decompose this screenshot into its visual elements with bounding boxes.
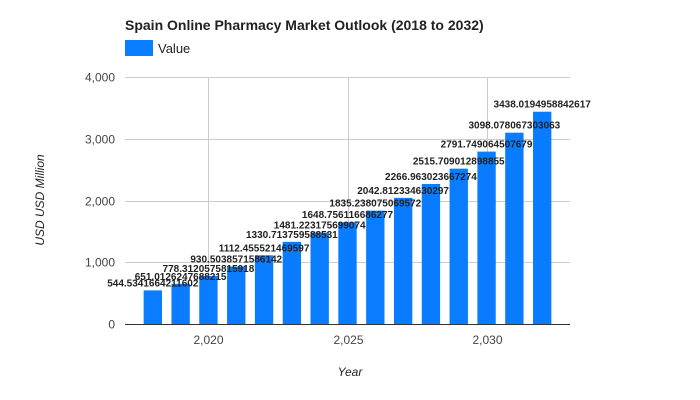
bar-value-label: 651.0126247688215 xyxy=(135,272,227,283)
y-tick-label: 1,000 xyxy=(85,256,115,270)
bar-value-label: 2266.963023667274 xyxy=(385,172,477,183)
bar xyxy=(477,151,496,324)
bar xyxy=(449,168,468,324)
bar-value-label: 1481.223175699074 xyxy=(274,221,366,232)
bar-value-label: 3098.078067303063 xyxy=(468,121,560,132)
bar-value-label: 1648.756116686277 xyxy=(302,210,394,221)
bar-value-label: 778.3120575815918 xyxy=(163,264,255,275)
legend-label-value: Value xyxy=(158,41,190,56)
bar xyxy=(282,241,302,324)
bar-value-label: 1112.455521469597 xyxy=(219,243,310,254)
x-tick-label: 2,030 xyxy=(472,333,502,347)
chart-title: Spain Online Pharmacy Market Outlook (20… xyxy=(125,17,484,33)
bar-value-label: 3438.0194958842617 xyxy=(494,100,592,111)
bars xyxy=(143,111,552,324)
bar xyxy=(505,132,524,324)
y-axis-title: USD USD Million xyxy=(33,154,47,246)
axis-ticks: 0 1,000 2,000 3,000 4,000 2,020 2,025 2,030 xyxy=(85,71,503,348)
bar xyxy=(199,275,218,324)
y-tick-label: 3,000 xyxy=(85,133,115,147)
bar xyxy=(366,210,385,324)
legend-swatch-value xyxy=(125,40,153,56)
y-tick-label: 2,000 xyxy=(85,195,115,209)
bar-value-label: 2042.812334630297 xyxy=(357,186,449,197)
bar xyxy=(393,197,413,324)
y-tick-label: 0 xyxy=(108,318,115,332)
bar xyxy=(338,222,357,324)
gridlines xyxy=(125,77,570,325)
bar xyxy=(171,283,190,324)
y-tick-label: 4,000 xyxy=(85,71,115,85)
bar xyxy=(533,111,552,324)
data-labels: 544.5341664211602651.0126247688215778.31… xyxy=(107,100,591,290)
bar xyxy=(421,184,441,324)
bar xyxy=(143,290,162,324)
x-axis-title: Year xyxy=(338,365,364,379)
bar-value-label: 544.5341664211602 xyxy=(107,278,199,289)
bar xyxy=(227,266,246,324)
bar-value-label: 1330.713759588531 xyxy=(246,230,338,241)
bar xyxy=(254,255,274,324)
bar-value-label: 2515.709012898855 xyxy=(413,157,505,168)
bar-value-label: 930.5038571586142 xyxy=(190,255,282,266)
bar-value-label: 2791.749064507679 xyxy=(441,140,533,151)
x-tick-label: 2,025 xyxy=(333,333,363,347)
bar xyxy=(310,232,329,324)
bar-value-label: 1835.238075069572 xyxy=(329,199,421,210)
x-tick-label: 2,020 xyxy=(193,333,223,347)
